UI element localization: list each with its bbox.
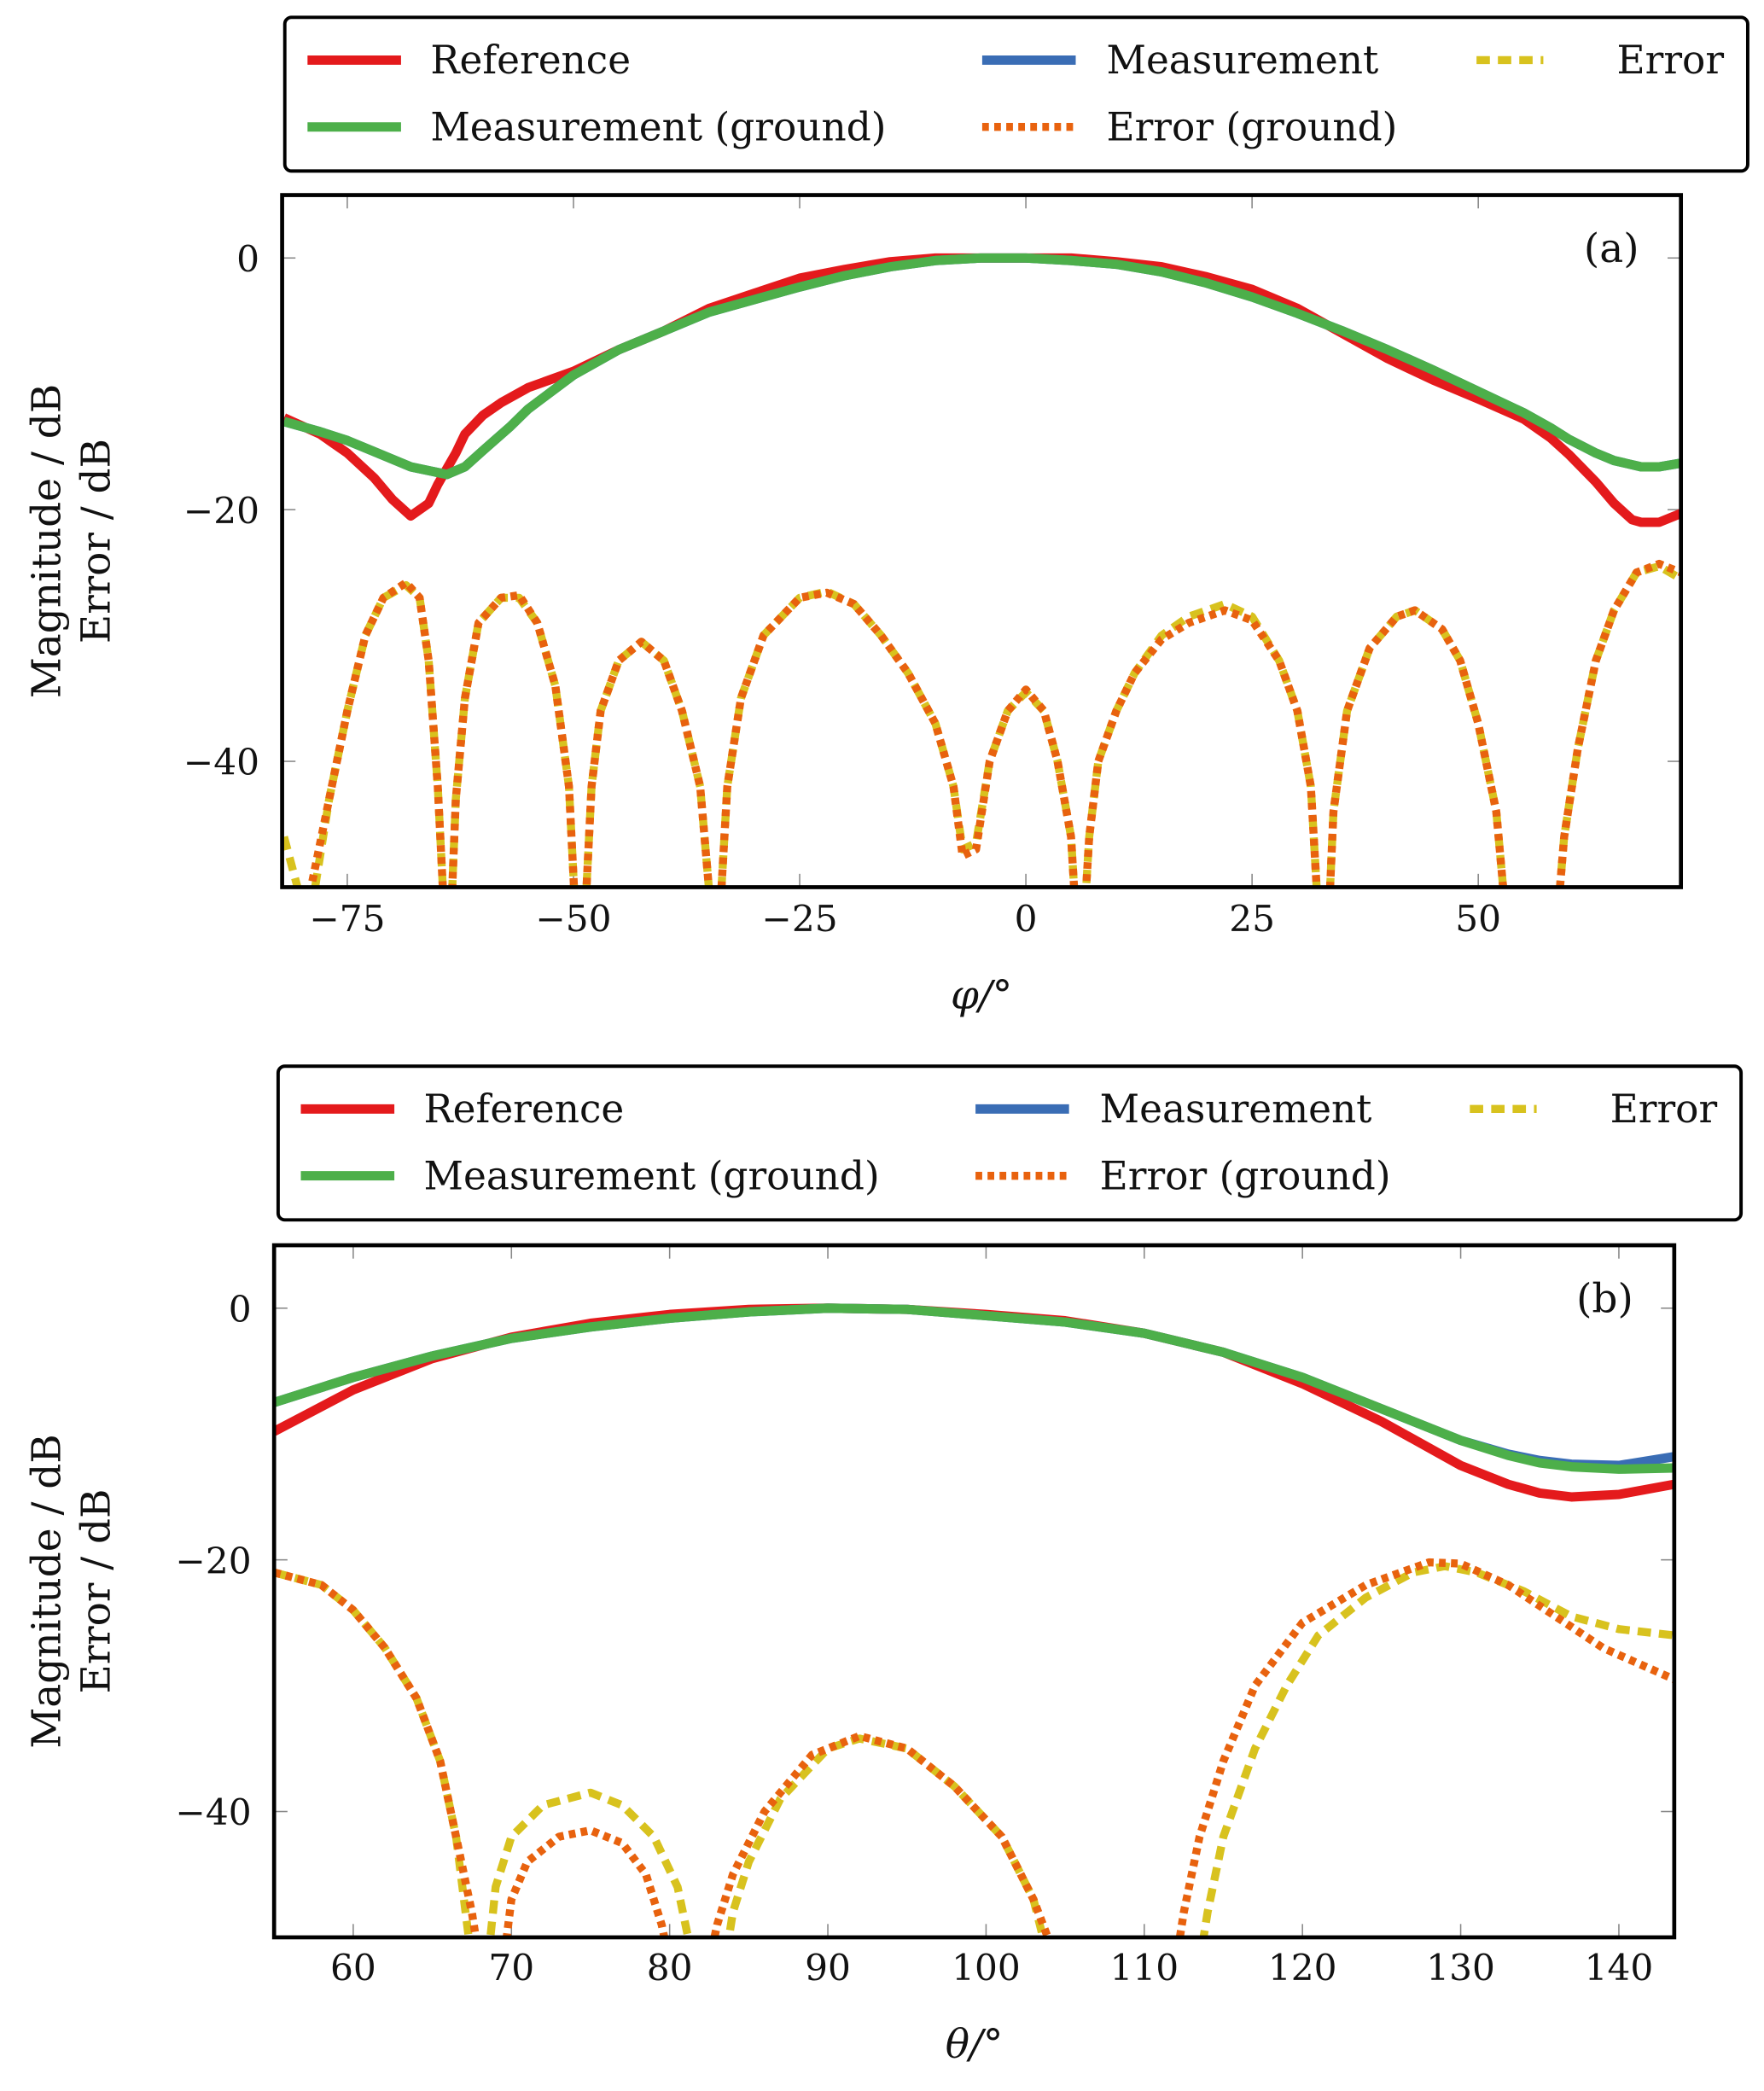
series-error-ground <box>306 559 1681 888</box>
x-tick-label: 50 <box>1455 898 1501 940</box>
x-tick-label: 120 <box>1268 1947 1337 1989</box>
legend-label: Measurement (ground) <box>424 1153 880 1198</box>
series-error <box>274 1562 1674 1937</box>
legend-label: Reference <box>430 38 631 83</box>
legend-label: Measurement <box>1107 38 1379 83</box>
series-group <box>282 253 1681 888</box>
legend-label: Error <box>1617 38 1725 83</box>
x-tick-label: 70 <box>488 1947 534 1989</box>
panel-label: (a) <box>1584 225 1639 272</box>
legend: Reference Measurement Error Measurement (gr… <box>282 15 1749 173</box>
series-error <box>282 562 1681 888</box>
series-reference <box>274 1303 1674 1502</box>
legend-label: Error (ground) <box>1107 104 1398 149</box>
plot-frame <box>271 1243 1677 1940</box>
y-tick-label: −20 <box>183 490 259 532</box>
y-tick-label: 0 <box>229 1288 252 1330</box>
y-axis-label-secondary: Error / dB <box>73 439 120 644</box>
series-error-ground <box>274 1558 1674 1937</box>
series-group <box>274 1303 1674 1937</box>
y-tick-label: 0 <box>236 238 259 280</box>
x-axis-label: θ/° <box>946 2021 1004 2068</box>
x-tick-label: −75 <box>309 898 385 940</box>
y-tick-label: −40 <box>175 1791 251 1833</box>
x-tick-label: 100 <box>952 1947 1021 1989</box>
chart-panel-0: Reference Measurement Error Measurement (gr… <box>24 15 1749 1019</box>
legend-box <box>276 1064 1744 1222</box>
legend-label: Error (ground) <box>1100 1153 1391 1198</box>
x-tick-label: 0 <box>1015 898 1038 940</box>
chart-panel-1: Reference Measurement Error Measurement (gr… <box>24 1064 1744 2068</box>
legend-box <box>282 15 1749 173</box>
y-axis-label-secondary: Error / dB <box>73 1488 120 1693</box>
y-tick-label: −40 <box>183 742 259 783</box>
x-tick-label: −25 <box>761 898 837 940</box>
panel-label: (b) <box>1576 1275 1633 1322</box>
x-tick-label: 80 <box>647 1947 693 1989</box>
x-tick-label: 25 <box>1229 898 1275 940</box>
y-axis-label: Magnitude / dB <box>24 1434 71 1749</box>
legend: Reference Measurement Error Measurement (gr… <box>276 1064 1744 1222</box>
legend-label: Reference <box>424 1086 625 1132</box>
legend-label: Measurement <box>1100 1086 1372 1132</box>
x-tick-label: 110 <box>1109 1947 1179 1989</box>
legend-label: Error <box>1610 1086 1718 1132</box>
legend-label: Measurement (ground) <box>430 104 886 149</box>
plot-frame <box>280 193 1684 889</box>
x-tick-label: 140 <box>1585 1947 1654 1989</box>
y-axis-label: Magnitude / dB <box>24 384 71 699</box>
x-tick-label: 130 <box>1426 1947 1495 1989</box>
series-measurement-ground <box>274 1303 1674 1474</box>
x-tick-label: 90 <box>805 1947 851 1989</box>
series-measurement-ground <box>282 253 1681 480</box>
x-axis-label: φ/° <box>951 972 1012 1019</box>
x-tick-label: −50 <box>535 898 611 940</box>
x-tick-label: 60 <box>330 1947 376 1989</box>
y-tick-label: −20 <box>175 1540 251 1581</box>
